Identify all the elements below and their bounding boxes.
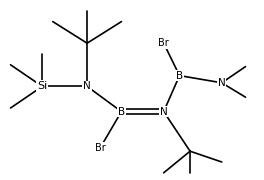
Text: N: N	[218, 78, 226, 88]
Text: Si: Si	[37, 81, 47, 91]
Text: Br: Br	[95, 143, 106, 153]
Text: B: B	[118, 107, 125, 117]
Text: B: B	[176, 71, 183, 81]
Text: N: N	[83, 81, 91, 91]
Text: Br: Br	[158, 38, 169, 48]
Text: N: N	[160, 107, 168, 117]
